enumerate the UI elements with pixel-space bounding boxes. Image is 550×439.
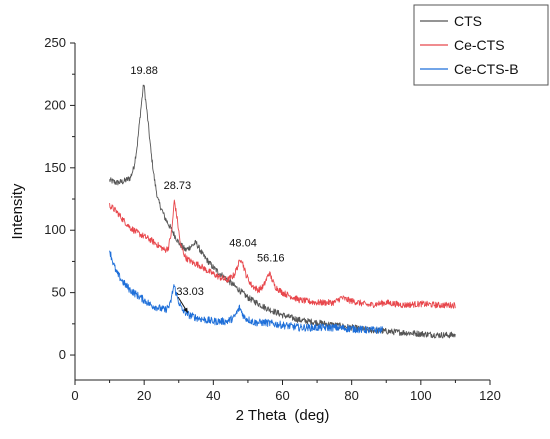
x-tick-label: 40 (206, 388, 220, 403)
x-tick-label: 20 (137, 388, 151, 403)
y-axis-title: Intensity (9, 183, 26, 239)
y-tick-label: 200 (44, 97, 66, 112)
x-axis-title: 2 Theta (deg) (236, 407, 330, 424)
series-line-cts (109, 84, 456, 339)
x-tick-label: 100 (410, 388, 432, 403)
axes: 0 20 40 60 80 100 120 0 50 100 150 200 250 (44, 35, 501, 403)
peak-label: 56.16 (257, 252, 285, 264)
peak-arrow-head (183, 307, 188, 313)
peak-label: 33.03 (176, 286, 204, 298)
x-tick-label: 0 (71, 388, 78, 403)
legend: CTS Ce-CTS Ce-CTS-B (413, 4, 549, 86)
y-tick-label: 150 (44, 160, 66, 175)
x-tick-label: 60 (275, 388, 289, 403)
series-line-ce-cts-b (109, 250, 384, 334)
series-layer (109, 84, 456, 339)
peak-label: 48.04 (229, 237, 257, 249)
legend-label: Ce-CTS-B (454, 61, 519, 77)
peak-label: 19.88 (130, 65, 158, 77)
series-line-ce-cts (109, 199, 456, 309)
y-tick-label: 250 (44, 35, 66, 50)
x-axis-title-main: 2 Theta (236, 407, 287, 424)
legend-items: CTS Ce-CTS Ce-CTS-B (420, 13, 519, 77)
x-axis-title-unit: (deg) (294, 407, 329, 424)
legend-label: Ce-CTS (454, 37, 505, 53)
y-tick-label: 100 (44, 222, 66, 237)
x-tick-label: 80 (344, 388, 358, 403)
x-tick-label: 120 (479, 388, 501, 403)
legend-label: CTS (454, 13, 482, 29)
y-tick-label: 50 (52, 285, 66, 300)
peak-label: 28.73 (164, 180, 192, 192)
y-tick-label: 0 (59, 347, 66, 362)
